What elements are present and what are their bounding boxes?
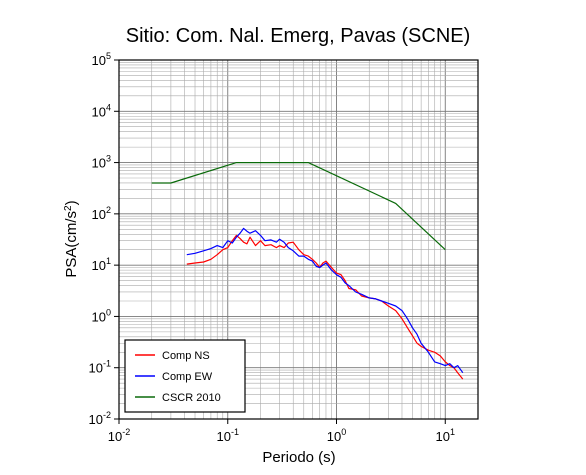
x-tick-label: 101: [436, 427, 455, 444]
plot-frame: [118, 59, 479, 420]
x-tick-label: 10-1: [217, 427, 239, 444]
series-group: [151, 162, 464, 380]
y-tick-label: 10-2: [89, 410, 111, 427]
y-tick-label: 102: [92, 205, 111, 222]
y-tick-label: 100: [92, 307, 111, 324]
y-axis-label: PSA(cm/s2): [63, 200, 81, 277]
legend-label-1: Comp EW: [162, 371, 213, 383]
y-tick-label: 101: [92, 256, 111, 273]
series-line-1: [186, 227, 464, 374]
legend: Comp NS Comp EW CSCR 2010: [124, 339, 246, 413]
y-tick-label: 105: [92, 51, 111, 68]
chart-title: Sitio: Com. Nal. Emerg, Pavas (SCNE): [126, 25, 471, 47]
x-tick-label: 10-2: [108, 427, 130, 444]
tick-marks: [114, 59, 446, 424]
x-axis-label: Periodo (s): [262, 449, 335, 466]
y-tick-label: 104: [92, 102, 111, 119]
legend-label-0: Comp NS: [162, 350, 210, 362]
x-tick-label: 100: [327, 427, 346, 444]
y-tick-label: 10-1: [89, 359, 111, 376]
tick-labels: 10-2 10-1 100 101 10-2 10-1 100 101 102 103 104 105: [89, 51, 455, 444]
legend-label-2: CSCR 2010: [162, 392, 221, 404]
series-line-2: [151, 162, 446, 251]
y-tick-label: 103: [92, 154, 111, 171]
